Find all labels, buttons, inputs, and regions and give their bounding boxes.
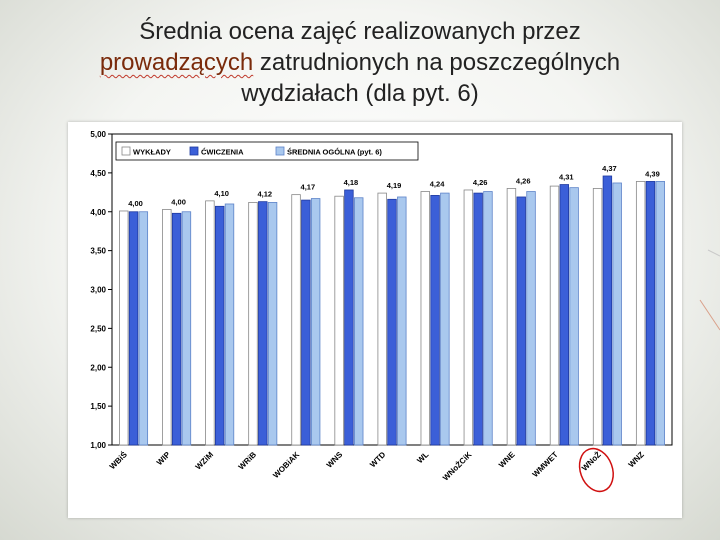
bar-srednia bbox=[354, 197, 364, 446]
legend-swatch bbox=[121, 146, 131, 156]
bar-wyklady bbox=[334, 195, 344, 446]
slide-title: Średnia ocena zajęć realizowanych przez … bbox=[20, 16, 700, 109]
bar-chart: 1,00 1,50 2,00 2,50 3,00 3,50 4,00 4,50 5,00 4,0… bbox=[90, 130, 673, 493]
y-tick-label: 4,00 bbox=[90, 208, 106, 217]
legend-label: ŚREDNIA OGÓLNA (pyt. 6) bbox=[287, 148, 382, 157]
bar-srednia bbox=[138, 211, 149, 446]
bar-cwiczenia bbox=[645, 181, 656, 446]
bar-wyklady bbox=[420, 191, 430, 446]
y-tick-label: 2,50 bbox=[90, 324, 106, 333]
title-line-2: prowadzących zatrudnionych na poszczegól… bbox=[99, 49, 621, 76]
bar-cwiczenia bbox=[344, 189, 354, 446]
legend-label: WYKŁADY bbox=[133, 148, 171, 157]
bar-srednia bbox=[181, 211, 192, 446]
y-tick-label: 2,00 bbox=[90, 363, 106, 372]
bar-srednia bbox=[310, 198, 321, 446]
legend-swatch bbox=[275, 146, 285, 156]
y-tick-label: 4,50 bbox=[90, 169, 106, 178]
bar-srednia bbox=[526, 191, 536, 446]
bar-srednia bbox=[397, 196, 407, 446]
bar-cwiczenia bbox=[258, 201, 268, 446]
legend-swatch bbox=[189, 146, 199, 156]
data-label: 4,19 bbox=[387, 181, 402, 190]
bar-srednia bbox=[440, 192, 450, 446]
data-label: 4,00 bbox=[171, 197, 186, 206]
bar-wyklady bbox=[205, 200, 215, 446]
bar-wyklady bbox=[377, 192, 387, 446]
data-label: 4,26 bbox=[473, 178, 488, 187]
y-tick-label: 1,00 bbox=[90, 441, 106, 450]
highlight-circle bbox=[578, 447, 614, 493]
bar-srednia bbox=[483, 191, 493, 446]
data-label: 4,10 bbox=[214, 189, 229, 198]
data-label: 4,00 bbox=[128, 199, 143, 208]
bar-wyklady bbox=[592, 188, 603, 446]
bar-cwiczenia bbox=[602, 175, 613, 446]
bar-cwiczenia bbox=[559, 184, 570, 446]
bar-srednia bbox=[569, 187, 579, 446]
bar-cwiczenia bbox=[171, 212, 182, 446]
chart-panel: 1,00 1,50 2,00 2,50 3,00 3,50 4,00 4,50 5,00 4,0… bbox=[68, 122, 682, 518]
bar-wyklady bbox=[162, 209, 172, 446]
y-tick-label: 1,50 bbox=[90, 402, 106, 411]
title-highlight-word: prowadzących bbox=[99, 49, 254, 76]
legend-label: ĆWICZENIA bbox=[201, 148, 244, 157]
bar-wyklady bbox=[291, 194, 301, 446]
bar-cwiczenia bbox=[430, 195, 440, 446]
bar-cwiczenia bbox=[128, 211, 139, 446]
decor-stroke bbox=[699, 299, 720, 331]
y-tick-label: 5,00 bbox=[90, 130, 106, 139]
data-label: 4,26 bbox=[516, 176, 531, 185]
title-line-3: wydziałach (dla pyt. 6) bbox=[241, 80, 479, 107]
legend-box bbox=[115, 141, 419, 161]
bar-srednia bbox=[612, 182, 622, 446]
data-label: 4,12 bbox=[257, 190, 272, 199]
bar-wyklady bbox=[549, 185, 560, 446]
data-label: 4,24 bbox=[430, 180, 445, 189]
legend: WYKŁADY ĆWICZENIA ŚREDNIA OGÓLNA (pyt. 6) bbox=[115, 141, 419, 161]
decor-stroke bbox=[707, 249, 720, 257]
y-tick-label: 3,50 bbox=[90, 247, 106, 256]
bar-cwiczenia bbox=[387, 198, 397, 446]
bar-cwiczenia bbox=[516, 196, 526, 446]
bar-srednia bbox=[224, 203, 235, 446]
bar-cwiczenia bbox=[214, 205, 225, 446]
bar-srednia bbox=[267, 202, 278, 446]
bar-wyklady bbox=[463, 189, 474, 446]
data-label: 4,18 bbox=[344, 178, 359, 187]
data-label: 4,37 bbox=[602, 164, 617, 173]
bar-cwiczenia bbox=[301, 199, 311, 446]
bar-wyklady bbox=[119, 210, 129, 446]
data-label: 4,39 bbox=[645, 169, 660, 178]
title-line-1: Średnia ocena zajęć realizowanych przez bbox=[139, 18, 581, 45]
y-tick-label: 3,00 bbox=[90, 286, 106, 295]
bar-wyklady bbox=[506, 188, 517, 446]
bar-srednia bbox=[655, 181, 665, 446]
data-label: 4,17 bbox=[301, 183, 316, 192]
bar-cwiczenia bbox=[473, 192, 483, 446]
bar-wyklady bbox=[635, 181, 646, 446]
data-label: 4,31 bbox=[559, 173, 574, 182]
bar-wyklady bbox=[248, 202, 258, 446]
